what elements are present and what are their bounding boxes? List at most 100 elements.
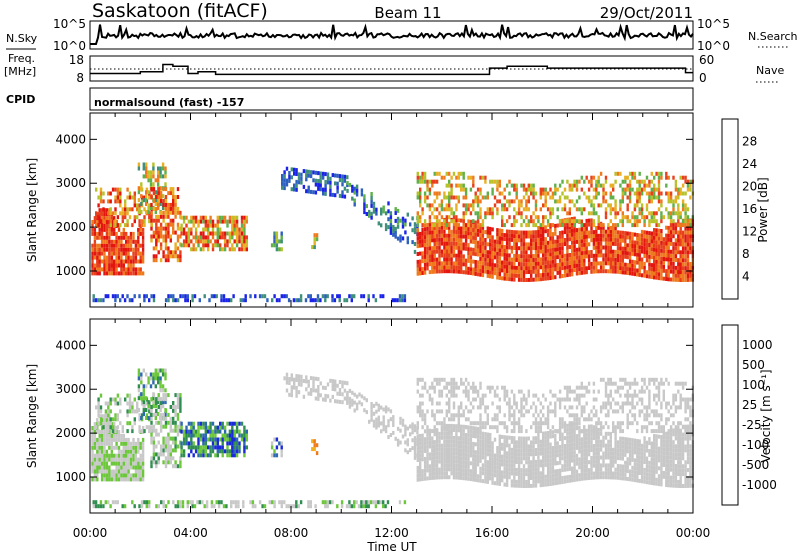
power-cell-123 (110, 251, 113, 256)
power-cell-2189 (655, 248, 658, 253)
velocity-cell-189 (122, 449, 125, 454)
power-cell-1911 (592, 234, 596, 238)
velocity-cell-749 (228, 449, 232, 454)
velocity-cell-1451 (501, 434, 504, 439)
power-cell-1883 (587, 262, 591, 267)
power-cell-2370 (689, 277, 692, 282)
power-cell-1307 (474, 260, 477, 264)
power-cell-1452 (503, 252, 506, 257)
power-cell-119 (110, 267, 113, 272)
power-colorbar-tick-5: 24 (742, 157, 757, 171)
power-cell-826 (283, 178, 286, 183)
velocity-cell-525 (162, 416, 165, 421)
power-cell-1682 (549, 252, 552, 257)
velocity-cell-705 (211, 433, 215, 438)
power-cell-1141 (440, 225, 444, 230)
power-cell-22 (93, 227, 97, 232)
power-cell-359 (140, 199, 144, 204)
power-cell-697 (211, 243, 215, 248)
velocity-cell-1140 (440, 443, 444, 448)
power-cell-2772 (578, 219, 581, 224)
velocity-cell-1438 (498, 450, 501, 455)
power-cell-828 (283, 170, 286, 175)
velocity-cell-652 (194, 445, 198, 450)
power-cell-1779 (568, 268, 571, 273)
power-cell-1569 (527, 254, 530, 259)
power-cell-1047 (423, 262, 427, 267)
power-cell-630 (185, 223, 188, 228)
power-cell-1893 (590, 265, 593, 270)
power-cell-2690 (537, 219, 540, 224)
power-cell-1735 (558, 231, 562, 235)
power-cell-337 (128, 191, 132, 196)
power-cell-1111 (435, 249, 439, 254)
velocity-cell-135 (113, 473, 116, 478)
power-cell-2065 (628, 267, 632, 272)
power-cell-340 (131, 195, 134, 200)
power-cell-944 (368, 213, 371, 218)
power-cell-3140 (263, 294, 267, 299)
velocity-cell-466 (150, 456, 153, 461)
velocity-cell-1251 (462, 476, 465, 481)
power-cell-1164 (445, 241, 448, 246)
power-cell-876 (317, 171, 320, 176)
power-cell-498 (157, 238, 160, 243)
power-cell-2371 (689, 273, 692, 278)
velocity-cell-1031 (419, 469, 422, 474)
power-cell-1237 (460, 254, 463, 259)
velocity-cell-302 (107, 401, 110, 406)
power-cell-2679 (532, 211, 535, 216)
power-cell-2036 (621, 266, 624, 271)
velocity-cell-1207 (452, 435, 456, 440)
power-cell-2454 (435, 219, 439, 224)
power-cell-1336 (479, 245, 482, 249)
velocity-cell-1521 (517, 479, 521, 484)
power-cell-1896 (590, 250, 593, 254)
power-cell-451 (161, 206, 165, 210)
velocity-cell-1452 (503, 482, 506, 487)
power-cell-821 (281, 181, 284, 186)
power-cell-422 (152, 174, 155, 179)
power-cell-672 (202, 231, 205, 236)
velocity-cell-556 (169, 448, 172, 453)
power-cell-2544 (469, 187, 473, 192)
velocity-cell-927 (358, 392, 361, 397)
power-cell-1848 (580, 251, 583, 256)
power-cell-2112 (638, 241, 641, 246)
power-cell-873 (317, 186, 320, 191)
power-cell-1983 (609, 253, 612, 258)
power-cell-1080 (428, 226, 432, 231)
velocity-cell-802 (270, 445, 274, 450)
velocity-cell-340 (128, 397, 132, 402)
velocity-cell-608 (179, 405, 182, 409)
velocity-cell-15 (93, 469, 97, 474)
velocity-cell-196 (125, 469, 128, 474)
power-cell-1926 (597, 269, 600, 274)
power-cell-1198 (452, 253, 456, 258)
power-cell-109 (108, 239, 111, 244)
power-cell-3130 (230, 298, 233, 303)
power-cell-905 (336, 185, 339, 190)
power-cell-333 (126, 187, 129, 192)
power-cell-941 (363, 194, 366, 199)
velocity-cell-146 (115, 477, 118, 482)
power-cell-3092 (133, 294, 136, 299)
power-cell-487 (155, 242, 158, 247)
velocity-cell-1046 (421, 449, 424, 454)
power-cell-15 (93, 255, 97, 260)
power-cell-2571 (479, 175, 482, 180)
velocity-cell-1629 (539, 475, 542, 480)
velocity-cell-786 (240, 437, 244, 442)
velocity-cell-1063 (426, 468, 429, 473)
velocity-cell-1611 (534, 448, 538, 452)
power-cell-2981 (657, 207, 661, 212)
power-cell-1058 (426, 266, 429, 271)
velocity-cell-739 (223, 429, 227, 434)
power-cell-421 (152, 182, 155, 187)
power-cell-245 (137, 239, 140, 244)
velocity-cell-1188 (450, 455, 453, 460)
velocity-cell-695 (209, 445, 212, 450)
velocity-cell-507 (159, 452, 163, 457)
power-cell-2528 (462, 187, 465, 192)
power-cell-2488 (448, 199, 451, 204)
